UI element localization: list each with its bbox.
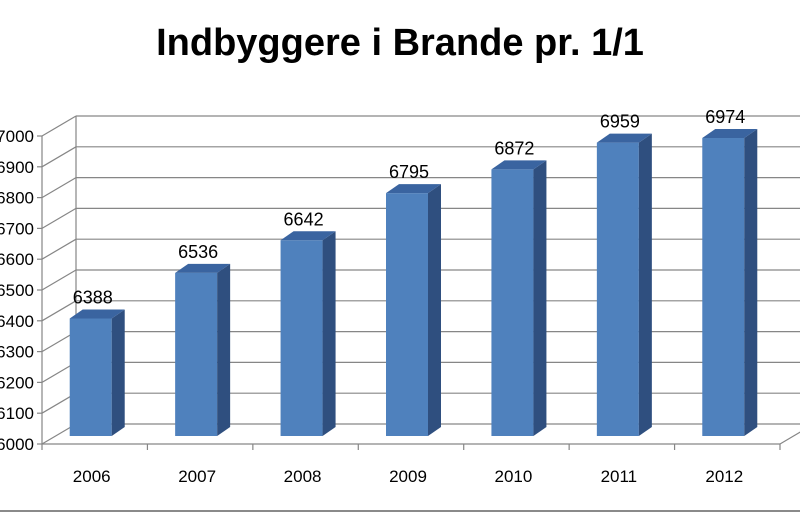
data-label: 6795 <box>389 162 429 182</box>
x-tick-label: 2008 <box>284 467 322 486</box>
y-tick-label: 6400 <box>0 312 34 331</box>
bar-top <box>280 231 336 241</box>
bar-top <box>596 133 652 143</box>
bar-side <box>428 184 441 436</box>
gridline-depth <box>41 177 77 199</box>
bar <box>702 138 745 436</box>
bar-top <box>386 184 441 194</box>
bar-top <box>69 309 125 319</box>
chart-title: Indbyggere i Brande pr. 1/1 <box>156 22 644 64</box>
gridline-depth <box>41 146 77 168</box>
bar-side <box>533 160 547 436</box>
y-tick-label: 6300 <box>0 343 34 362</box>
bar-side <box>638 133 652 437</box>
x-tick-label: 2010 <box>495 467 533 486</box>
gridline-depth <box>41 238 77 260</box>
floor-edge <box>779 431 800 445</box>
y-tick-label: 6100 <box>0 404 34 423</box>
y-tick-label: 7000 <box>0 127 34 146</box>
bar-top <box>491 160 547 170</box>
data-label: 6642 <box>284 209 324 229</box>
x-tick-label: 2007 <box>178 467 216 486</box>
gridline-depth <box>41 269 77 291</box>
bar-side <box>322 231 336 436</box>
bar <box>491 169 534 436</box>
data-label: 6388 <box>73 287 113 307</box>
bar <box>386 193 428 436</box>
y-tick-label: 6900 <box>0 158 34 177</box>
y-tick-label: 6700 <box>0 219 34 238</box>
bar-side <box>111 309 125 436</box>
y-tick-label: 6200 <box>0 373 34 392</box>
y-tick-label: 6800 <box>0 189 34 208</box>
data-label: 6959 <box>600 112 640 132</box>
bar <box>175 272 218 436</box>
bar-side <box>744 129 758 436</box>
bar <box>280 240 323 436</box>
bar-side <box>217 263 231 436</box>
gridline-depth <box>41 300 77 322</box>
bar-top <box>702 129 758 139</box>
x-tick-label: 2009 <box>389 467 427 486</box>
x-tick-label: 2012 <box>705 467 743 486</box>
bar <box>596 142 639 437</box>
bar-top <box>175 263 231 273</box>
bar <box>69 318 112 436</box>
x-tick-label: 2006 <box>73 467 111 486</box>
y-tick-label: 6500 <box>0 281 34 300</box>
y-tick-label: 6600 <box>0 250 34 269</box>
data-label: 6536 <box>178 242 218 262</box>
gridline-depth <box>41 115 77 137</box>
y-tick-label: 6000 <box>0 435 34 454</box>
x-tick-label: 2011 <box>601 467 638 486</box>
data-label: 6872 <box>494 138 534 158</box>
data-label: 6974 <box>705 107 745 127</box>
gridline-depth <box>41 207 77 229</box>
